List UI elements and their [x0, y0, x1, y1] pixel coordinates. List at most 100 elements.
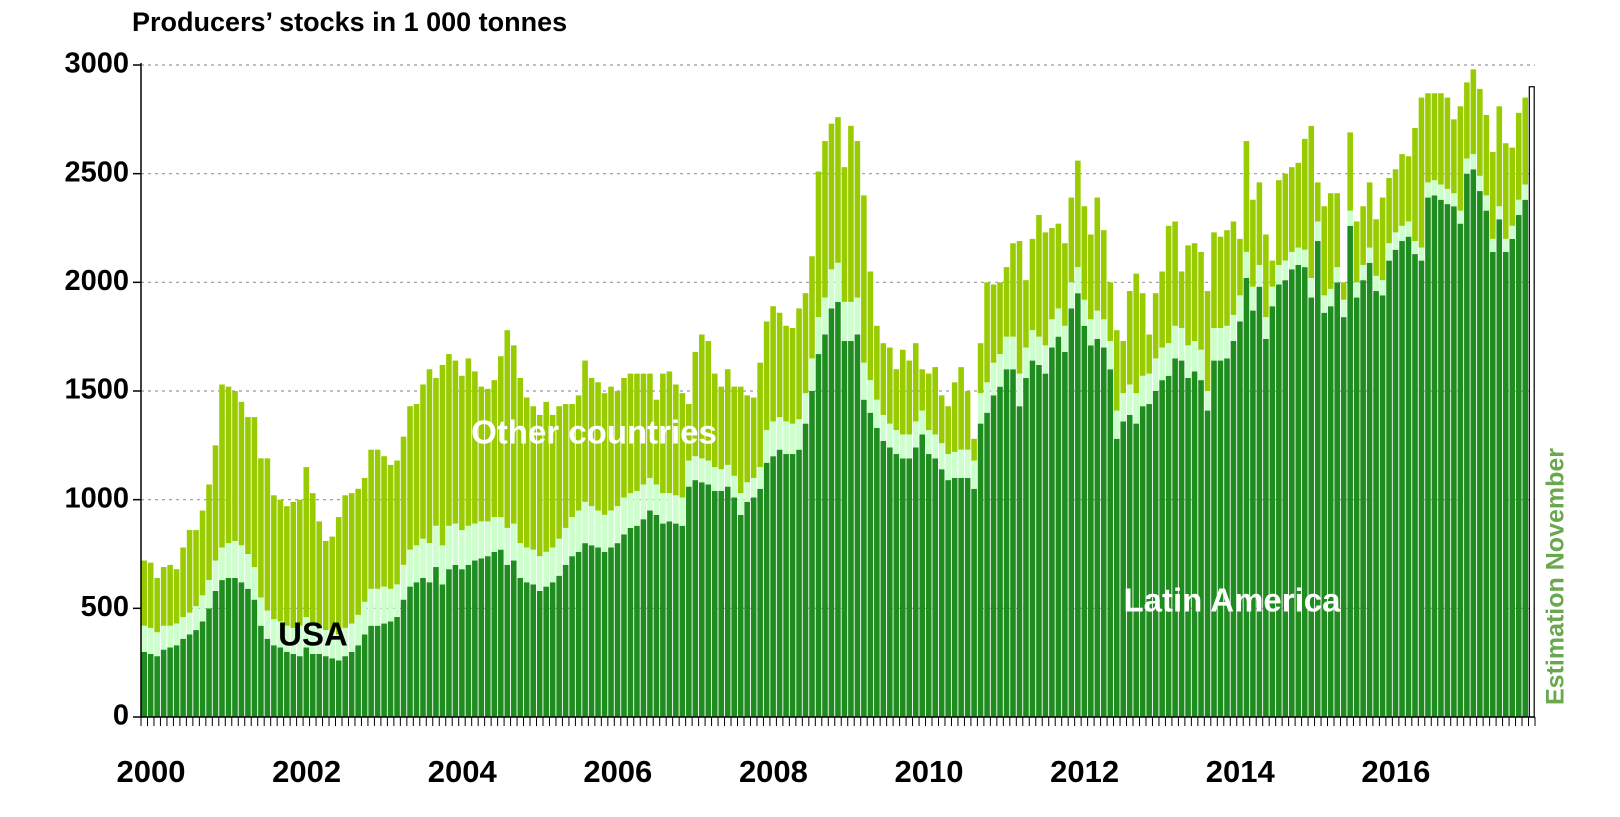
bar-segment [919, 369, 926, 411]
bar-segment [510, 560, 517, 717]
bar-segment [595, 547, 601, 717]
bar-segment [770, 456, 776, 717]
bar-segment [822, 334, 828, 717]
bar-segment [854, 297, 861, 335]
bar-segment [647, 477, 653, 511]
bar-segment [420, 384, 426, 539]
bar-segment [1366, 262, 1373, 717]
bar-segment [485, 388, 491, 522]
bar-segment [1126, 291, 1133, 385]
bar-segment [1139, 406, 1146, 717]
bar-segment [1276, 264, 1282, 285]
bar-segment [621, 534, 627, 717]
bar-segment [1483, 195, 1490, 211]
bar-segment [342, 495, 348, 628]
bar-segment [757, 362, 763, 468]
bar-segment [692, 351, 699, 457]
bar-segment [1457, 210, 1464, 224]
bar-segment [640, 519, 647, 717]
bar-segment [329, 658, 336, 717]
bar-segment [290, 627, 297, 654]
bar-segment [284, 651, 290, 717]
bar-segment [180, 638, 186, 717]
bar-segment [1366, 182, 1373, 248]
bar-segment [446, 354, 452, 526]
bar-segment [964, 391, 971, 450]
bar-segment [361, 601, 368, 635]
bar-segment [925, 430, 932, 455]
bar-segment [796, 449, 802, 717]
bar-segment [1003, 267, 1010, 337]
bar-segment [335, 634, 342, 661]
bar-segment [316, 521, 323, 628]
bar-segment [718, 469, 725, 491]
bar-segment [381, 586, 387, 624]
bar-segment [802, 293, 809, 394]
bar-segment [1049, 319, 1055, 348]
bar-segment [1418, 247, 1425, 261]
bar-segment [1438, 93, 1444, 185]
bar-segment [1464, 173, 1470, 717]
bar-segment [1036, 364, 1042, 717]
bar-segment [653, 399, 660, 485]
bar-segment [1068, 282, 1075, 309]
bar-segment [141, 625, 147, 652]
bar-segment [543, 401, 549, 552]
bar-segment [452, 523, 459, 565]
bar-segment [899, 458, 906, 717]
bar-segment [925, 454, 932, 717]
bar-segment [322, 630, 329, 657]
bar-segment [1029, 360, 1036, 717]
chart-title: Producers’ stocks in 1 000 tonnes [132, 7, 567, 37]
bar-segment [297, 656, 303, 717]
bar-segment [1237, 321, 1243, 717]
bar-segment [329, 536, 336, 633]
bar-segment [478, 386, 485, 522]
bar-segment [874, 399, 880, 428]
bar-segment [1211, 327, 1217, 361]
bar-segment [1243, 277, 1250, 717]
bar-segment [1373, 275, 1379, 292]
bar-segment [1178, 327, 1185, 361]
bar-segment [452, 360, 459, 524]
bar-segment [601, 551, 608, 717]
bar-segment [990, 362, 997, 396]
bar-segment [653, 514, 660, 717]
bar-segment [588, 506, 595, 546]
bar-segment [971, 460, 977, 489]
bar-segment [906, 434, 913, 459]
bar-segment [232, 391, 238, 541]
bar-segment [1165, 375, 1172, 717]
bar-segment [271, 645, 277, 717]
bar-segment [530, 406, 537, 550]
bar-segment [634, 373, 640, 491]
bar-segment [1010, 243, 1016, 337]
bar-segment [322, 656, 329, 717]
bar-segment [750, 477, 757, 498]
bar-segment [1386, 260, 1392, 717]
bar-segment [925, 373, 932, 431]
bar-segment [1444, 188, 1451, 205]
series-label: Latin America [1123, 582, 1341, 619]
bar-segment [1405, 236, 1412, 717]
bar-segment [504, 564, 511, 717]
bar-segment [977, 343, 984, 394]
bar-segment [673, 384, 679, 496]
bar-segment [828, 269, 835, 309]
bar-segment [1250, 286, 1256, 311]
bar-segment [1457, 223, 1464, 718]
y-tick-label: 2000 [64, 265, 129, 297]
bar-segment [368, 449, 374, 589]
bar-segment [1075, 267, 1081, 294]
bar-segment [225, 386, 232, 544]
bar-segment [549, 547, 556, 583]
bar-segment [374, 625, 381, 717]
bar-segment [997, 282, 1003, 355]
bar-segment [1282, 280, 1289, 717]
bar-segment [1075, 160, 1081, 268]
bar-segment [828, 308, 835, 717]
bar-segment [465, 564, 472, 717]
bar-segment [491, 380, 498, 518]
bar-segment [426, 369, 433, 544]
